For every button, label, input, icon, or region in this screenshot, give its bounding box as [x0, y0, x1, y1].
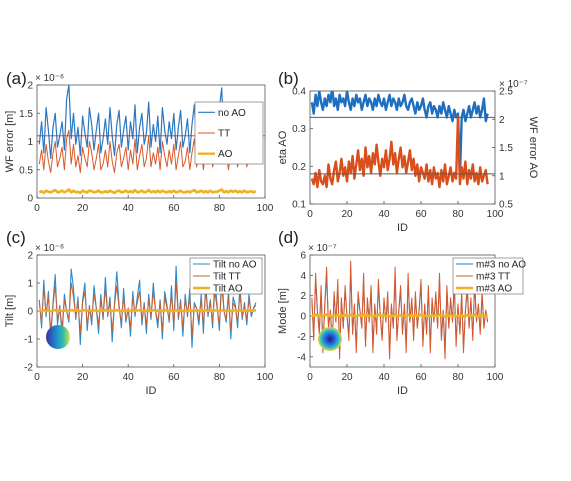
x-tick-label: 0 [307, 372, 313, 383]
y-tick-label: 2 [300, 291, 306, 302]
series-group [311, 260, 489, 360]
series-group [310, 91, 495, 189]
x-tick-label: 40 [123, 203, 135, 214]
panel-label: (a) [6, 69, 27, 88]
y-tick-label: -4 [297, 352, 306, 363]
x-tick-label: 80 [214, 203, 226, 214]
y-tick-label: 2 [27, 81, 33, 92]
x-axis-label: ID [397, 385, 408, 397]
panel-1: (b) 0 20 40 60 80 100 0.1 0.2 0.3 0.4 0.5 1 1.5 2 2.5× … [277, 69, 539, 234]
pupil-inset-c [46, 325, 70, 349]
y-exponent: × 10⁻⁷ [308, 243, 337, 254]
y-right-tick-label: 1.5 [499, 143, 513, 154]
x-tick-label: 40 [123, 372, 135, 383]
y-right-tick-label: 2 [499, 115, 505, 126]
x-tick-label: 60 [415, 209, 427, 220]
x-tick-label: 100 [257, 372, 274, 383]
panel-3: (d) 0 20 40 60 80 100 -4 -2 0 2 4 6× 10⁻⁷ ID Mode [m] m… [277, 228, 526, 397]
y-tick-label: 1 [27, 137, 33, 148]
x-tick-label: 100 [257, 203, 274, 214]
x-tick-label: 40 [378, 372, 390, 383]
legend-label: TT [218, 129, 230, 140]
y-tick-label: 6 [300, 251, 306, 262]
y-right-tick-label: 0.5 [499, 200, 513, 211]
y-tick-label: 0.2 [292, 162, 306, 173]
y-tick-label: 2 [27, 251, 33, 262]
y-right-tick-label: 2.5 [499, 87, 513, 98]
y-right-axis-label: WF error AO [527, 117, 539, 179]
y-tick-label: -2 [24, 363, 33, 374]
panel-label: (d) [278, 228, 299, 247]
y-tick-label: 1 [27, 279, 33, 290]
legend-label: no AO [218, 108, 246, 119]
legend-label: Tilt AO [213, 284, 243, 295]
legend-label: AO [218, 149, 233, 160]
y-tick-label: 0.5 [19, 165, 33, 176]
legend-label: Tilt TT [213, 272, 241, 283]
y-tick-label: 0 [300, 312, 306, 323]
y-axis-label: eta AO [277, 130, 289, 164]
y-tick-label: 1.5 [19, 109, 33, 120]
x-tick-label: 60 [415, 372, 427, 383]
legend-label: m#3 TT [476, 272, 510, 283]
x-tick-label: 20 [341, 209, 353, 220]
series-line-1 [310, 115, 489, 189]
pupil-inset-d [318, 327, 342, 351]
x-tick-label: 100 [487, 209, 504, 220]
x-tick-label: 20 [77, 203, 89, 214]
legend-label: m#3 AO [476, 284, 512, 295]
x-tick-label: 80 [452, 209, 464, 220]
y-tick-label: -1 [24, 335, 33, 346]
y-axis-label: WF error [m] [4, 111, 16, 173]
y-tick-label: 0.1 [292, 200, 306, 211]
legend-label: Tilt no AO [213, 260, 257, 271]
panel-0: (a) 0 20 40 60 80 100 0 0.5 1 1.5 2× 10⁻⁶ WF error [… [4, 69, 274, 214]
panel-2: (c) 0 20 40 60 80 100 -2 -1 0 1 2× 10⁻⁶ ID Tilt [m] Ti… [4, 228, 274, 397]
y-tick-label: 4 [300, 271, 306, 282]
x-tick-label: 20 [341, 372, 353, 383]
series-line-2 [38, 188, 257, 195]
x-tick-label: 0 [34, 203, 40, 214]
y-axis-label: Mode [m] [277, 288, 289, 334]
y-tick-label: -2 [297, 332, 306, 343]
x-tick-label: 80 [452, 372, 464, 383]
y-right-tick-label: 1 [499, 171, 505, 182]
x-tick-label: 0 [307, 209, 313, 220]
x-tick-label: 80 [214, 372, 226, 383]
panel-label: (c) [6, 228, 26, 247]
x-axis-label: ID [397, 222, 408, 234]
series-line-1 [38, 282, 257, 337]
x-tick-label: 60 [168, 372, 180, 383]
x-tick-label: 20 [77, 372, 89, 383]
x-axis-label: ID [146, 385, 157, 397]
y-exponent: × 10⁻⁶ [35, 243, 64, 254]
x-tick-label: 60 [168, 203, 180, 214]
panel-label: (b) [278, 69, 299, 88]
y-axis-label: Tilt [m] [4, 295, 16, 328]
y-exponent: × 10⁻⁶ [35, 73, 64, 84]
legend: m#3 no AOm#3 TTm#3 AO [452, 257, 526, 295]
series-group [38, 265, 257, 348]
y-tick-label: 0 [27, 307, 33, 318]
y-tick-label: 0.3 [292, 124, 306, 135]
series-line-1 [311, 260, 489, 360]
x-tick-label: 100 [487, 372, 504, 383]
series-line-2 [311, 313, 488, 318]
legend-label: m#3 no AO [476, 260, 526, 271]
legend: no AO TT AO [194, 101, 264, 165]
x-tick-label: 0 [34, 372, 40, 383]
x-tick-label: 40 [378, 209, 390, 220]
series-line-2 [39, 308, 256, 313]
y-right-exponent: × 10⁻⁷ [499, 79, 528, 90]
y-tick-label: 0.4 [292, 87, 306, 98]
y-tick-label: 0 [27, 194, 33, 205]
